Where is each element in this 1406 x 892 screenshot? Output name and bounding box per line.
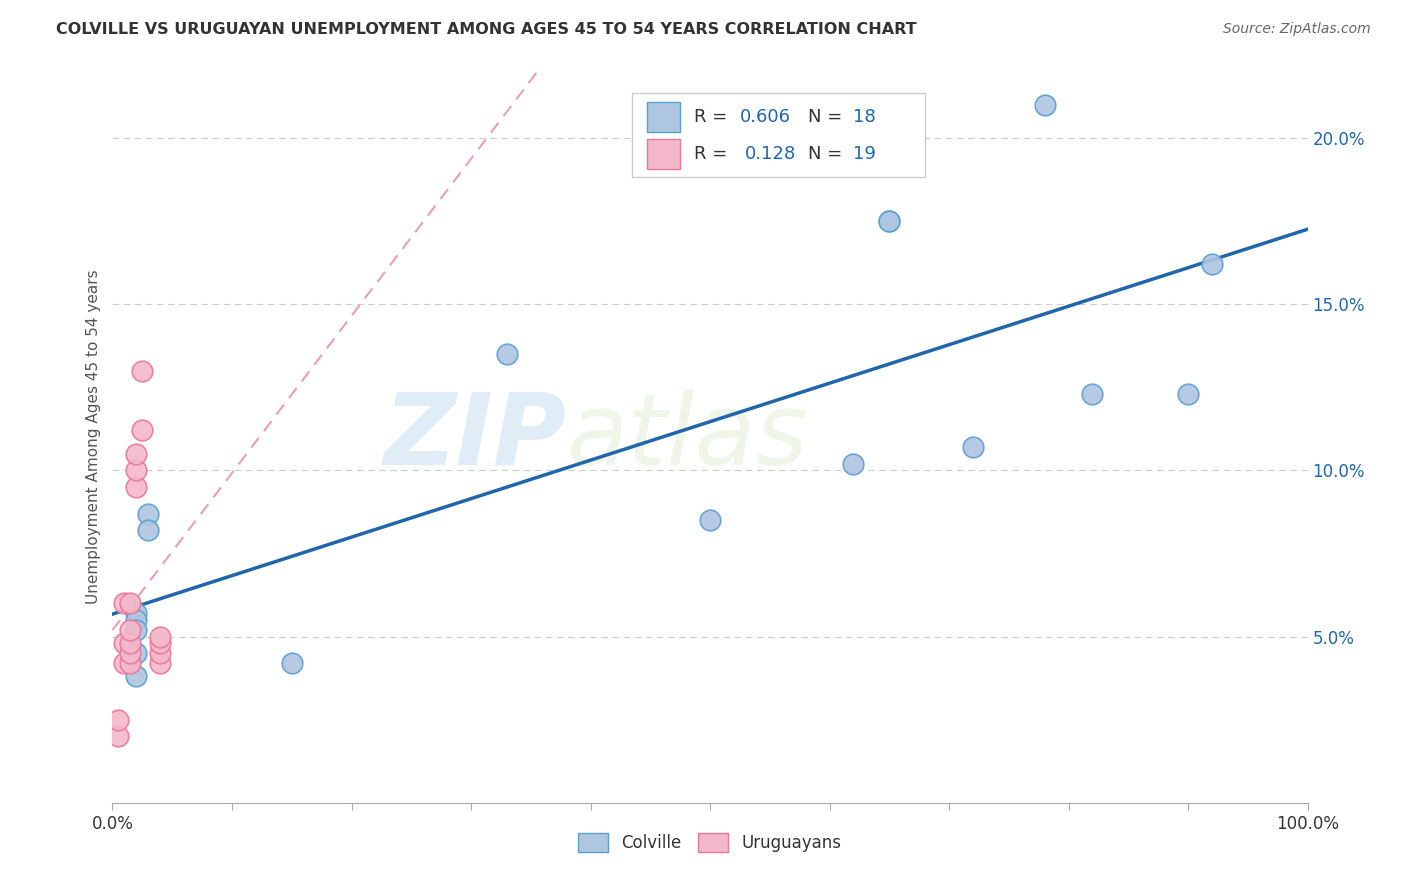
Point [125, 607, 148, 621]
Point [107, 713, 129, 727]
Point [125, 447, 148, 461]
Point [496, 347, 519, 361]
Text: 19: 19 [853, 145, 876, 163]
Point [120, 623, 142, 637]
Text: N =: N = [808, 145, 848, 163]
Point [125, 646, 148, 660]
Point [149, 630, 172, 644]
Point [125, 613, 148, 627]
Text: atlas: atlas [567, 389, 808, 485]
Point [120, 646, 142, 660]
Point [1177, 387, 1199, 401]
Point [699, 513, 721, 527]
Text: N =: N = [808, 108, 848, 126]
Point [125, 480, 148, 494]
Text: COLVILLE VS URUGUAYAN UNEMPLOYMENT AMONG AGES 45 TO 54 YEARS CORRELATION CHART: COLVILLE VS URUGUAYAN UNEMPLOYMENT AMONG… [56, 22, 917, 37]
Point [1201, 257, 1223, 271]
Point [107, 729, 129, 743]
Text: R =: R = [695, 108, 734, 126]
Text: 18: 18 [853, 108, 876, 126]
Point [879, 214, 901, 228]
Point [120, 596, 142, 610]
Point [138, 507, 160, 521]
Point [125, 623, 148, 637]
Text: 0.606: 0.606 [740, 108, 792, 126]
Text: ZIP: ZIP [384, 389, 567, 485]
Point [120, 636, 142, 650]
Point [138, 523, 160, 537]
FancyBboxPatch shape [647, 103, 681, 132]
Point [281, 656, 304, 670]
Point [149, 646, 172, 660]
Point [962, 440, 984, 454]
Y-axis label: Unemployment Among Ages 45 to 54 years: Unemployment Among Ages 45 to 54 years [86, 269, 101, 605]
Point [131, 363, 153, 377]
Point [131, 424, 153, 438]
Point [1033, 97, 1056, 112]
Point [149, 656, 172, 670]
Point [114, 636, 135, 650]
Point [125, 669, 148, 683]
Point [149, 636, 172, 650]
FancyBboxPatch shape [647, 139, 681, 169]
Point [120, 656, 142, 670]
Point [125, 463, 148, 477]
Point [879, 214, 901, 228]
Point [842, 457, 865, 471]
Point [114, 596, 135, 610]
Point [114, 656, 135, 670]
FancyBboxPatch shape [633, 94, 925, 178]
Text: 0.128: 0.128 [745, 145, 796, 163]
Legend: Colville, Uruguayans: Colville, Uruguayans [569, 824, 851, 860]
Text: Source: ZipAtlas.com: Source: ZipAtlas.com [1223, 22, 1371, 37]
Text: R =: R = [695, 145, 740, 163]
Point [1081, 387, 1104, 401]
